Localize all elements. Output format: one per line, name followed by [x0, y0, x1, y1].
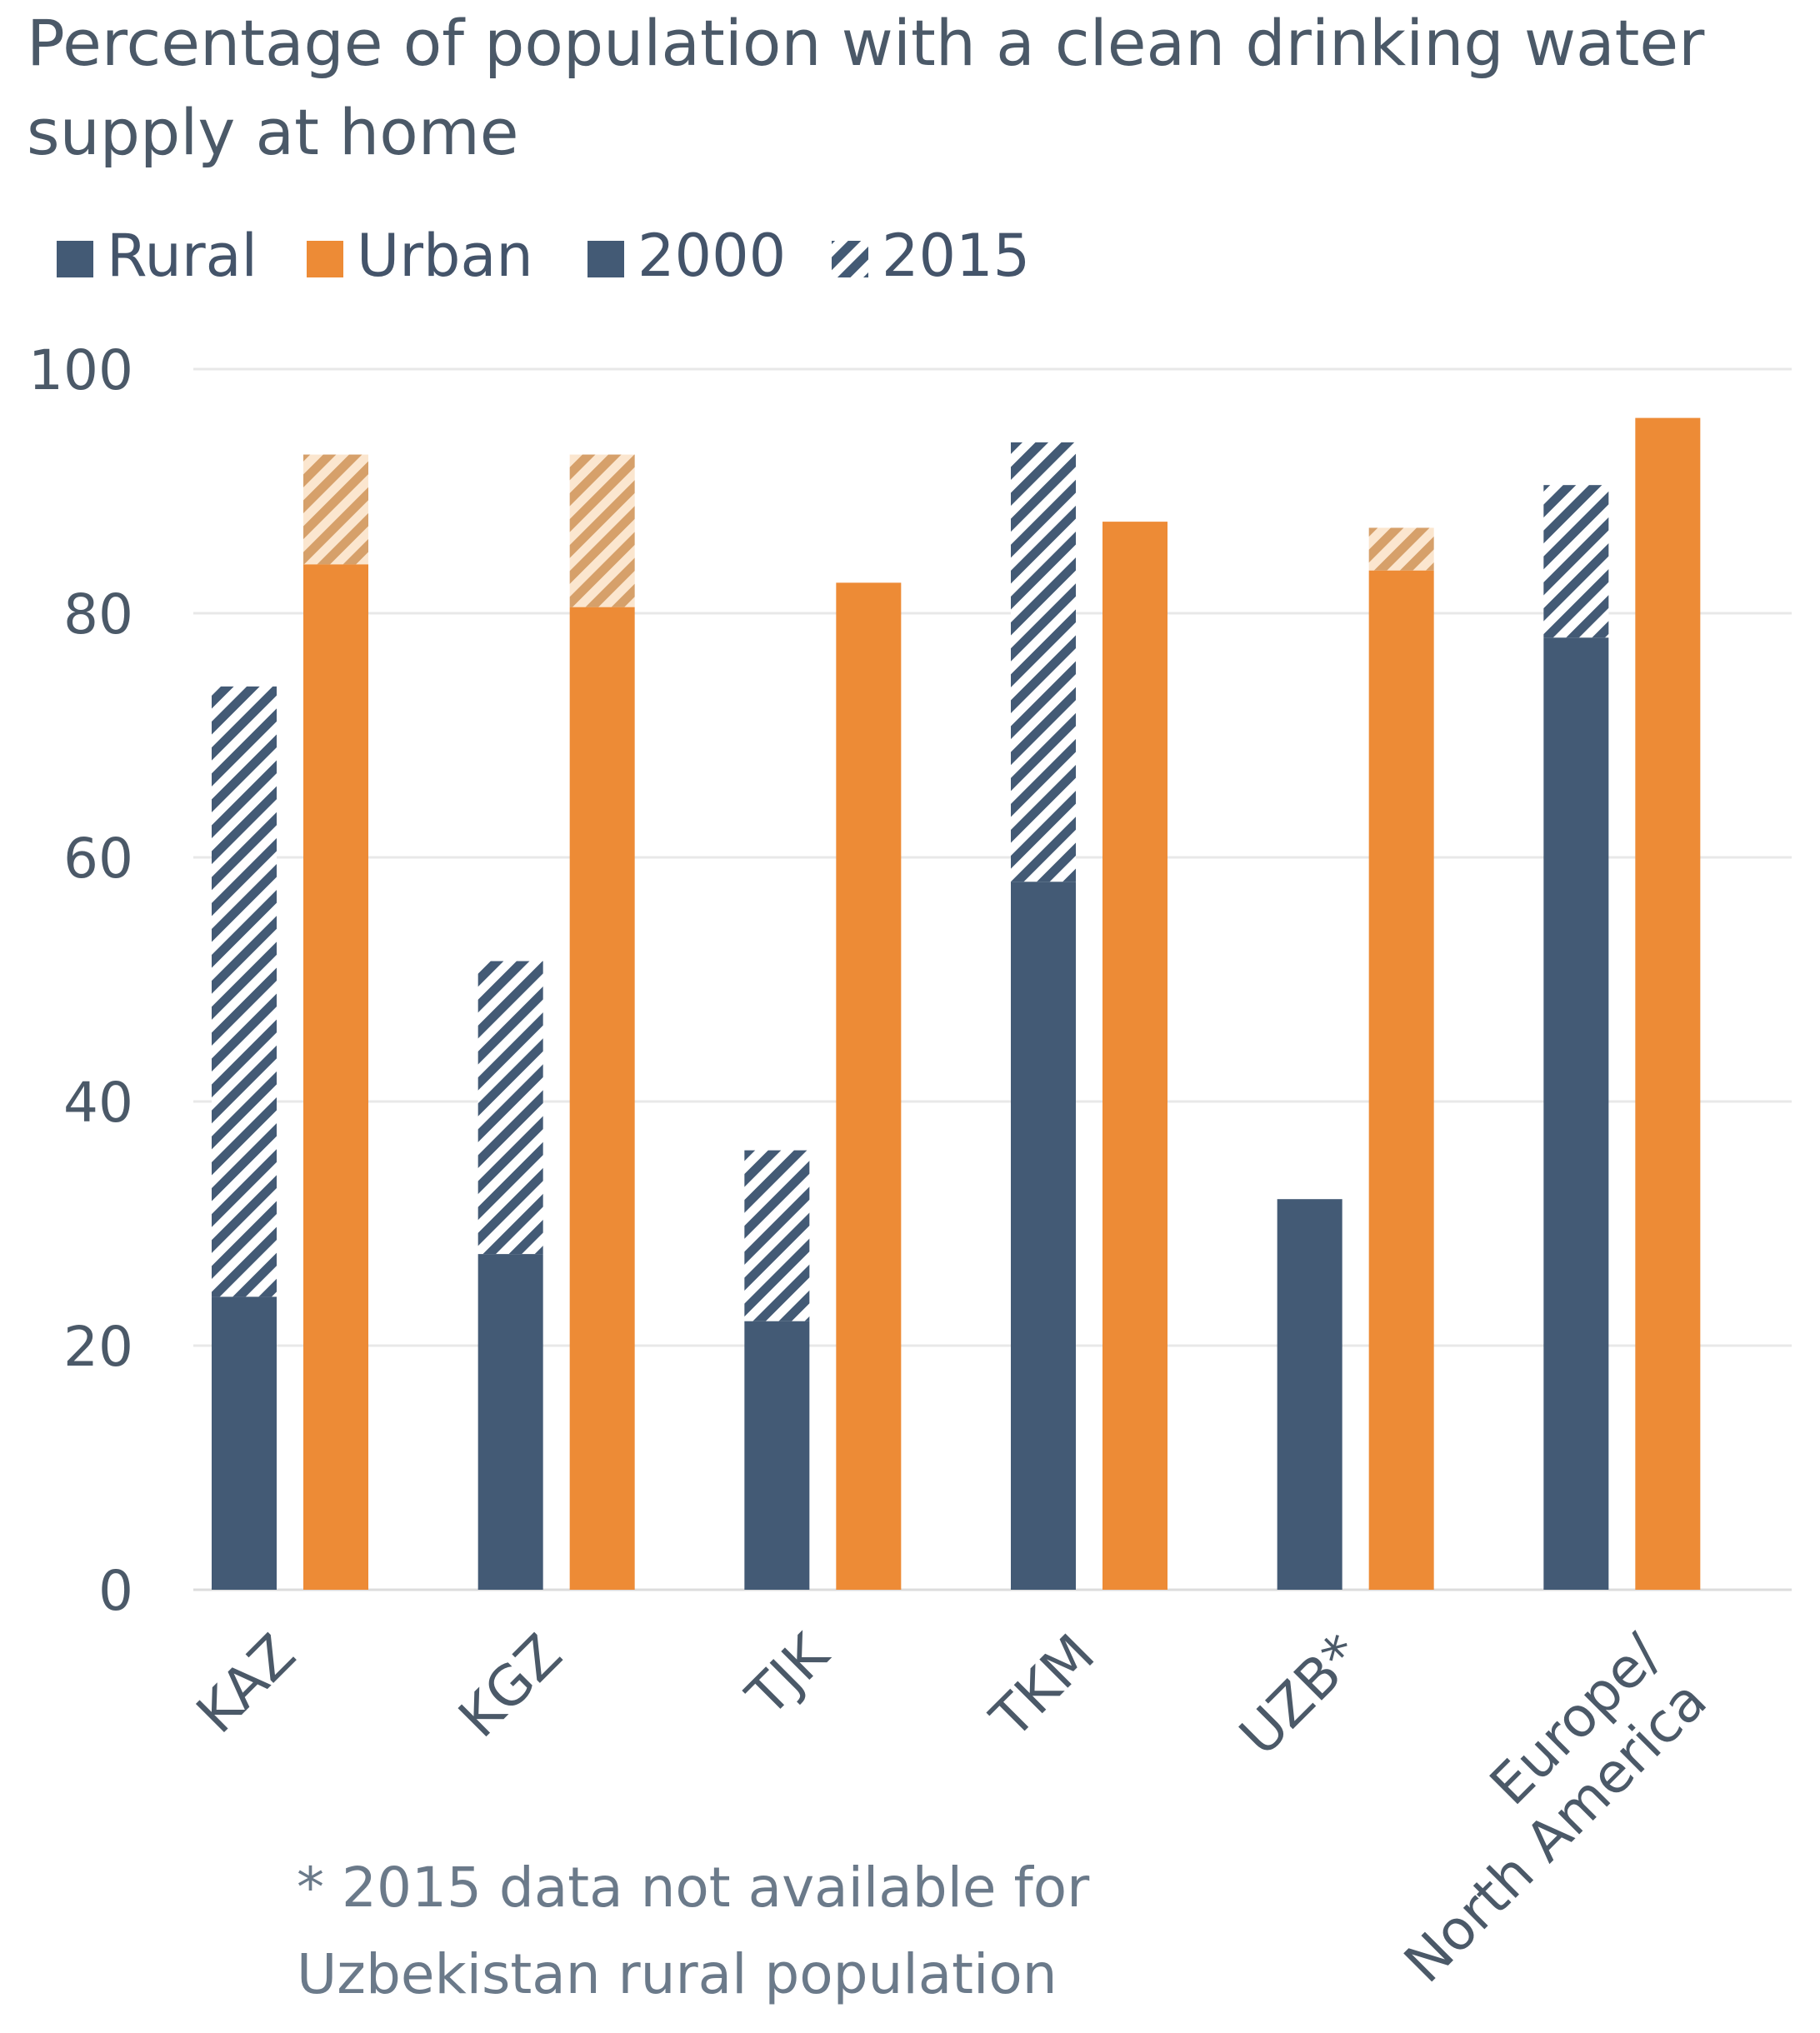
bar-rural-2015-kaz [212, 686, 277, 1297]
bar-urban-2000-tkm [1102, 522, 1168, 1590]
bar-rural-2000-uzb [1277, 1199, 1342, 1590]
legend-label-2015: 2015 [882, 222, 1030, 290]
bar-urban-2015-uzb [1368, 527, 1434, 571]
footnote-line-1: * 2015 data not available for [297, 1856, 1090, 1920]
bar-rural-2015-kgz [478, 961, 543, 1255]
bar-rural-2015-tkm [1011, 442, 1076, 882]
x-axis-labels: KAZ KGZ TJK TKM UZB* Europe/North America [184, 1621, 1719, 1996]
legend-label-2000: 2000 [638, 222, 786, 290]
bar-rural-2015-tjk [744, 1150, 810, 1321]
legend: Rural Urban 2000 2015 [57, 222, 1030, 290]
bar-rural-2000-tjk [744, 1321, 810, 1590]
bar-rural-2000-europe-north-america [1543, 637, 1609, 1590]
bar-urban-2015-kaz [303, 454, 368, 565]
bar-urban-2000-uzb [1368, 570, 1434, 1590]
y-tick-label-80: 80 [63, 582, 133, 647]
x-label-uzb: UZB* [1228, 1622, 1373, 1768]
footnote-line-2: Uzbekistan rural population [297, 1942, 1058, 2006]
legend-label-rural: Rural [107, 222, 258, 290]
y-axis-ticks: 0 20 40 60 80 100 [28, 338, 133, 1623]
y-tick-label-60: 60 [63, 827, 133, 891]
y-tick-label-0: 0 [98, 1559, 133, 1623]
bars [212, 417, 1701, 1591]
bar-rural-2000-kaz [212, 1296, 277, 1590]
bar-urban-2000-kgz [569, 607, 635, 1590]
bar-urban-2000-tjk [836, 582, 902, 1590]
y-tick-label-40: 40 [63, 1071, 133, 1135]
bar-urban-2000-europe-north-america [1635, 417, 1701, 1591]
bar-urban-2000-kaz [303, 564, 368, 1590]
legend-swatch-2015 [832, 241, 868, 277]
legend-swatch-urban [307, 241, 343, 277]
gridlines [193, 367, 1792, 1591]
x-label-europe-north-america: Europe/North America [1346, 1621, 1719, 1995]
y-tick-label-100: 100 [28, 338, 133, 402]
x-label-tkm: TKM [978, 1622, 1108, 1751]
bar-rural-2015-europe-north-america [1543, 485, 1609, 638]
legend-swatch-rural [57, 241, 93, 277]
legend-swatch-2000 [588, 241, 624, 277]
x-label-kaz: KAZ [184, 1622, 308, 1746]
bar-rural-2000-kgz [478, 1254, 543, 1590]
x-label-tjk: TJK [734, 1621, 842, 1729]
chart-title-line-2: supply at home [27, 95, 518, 169]
legend-label-urban: Urban [357, 222, 533, 290]
x-label-kgz: KGZ [447, 1622, 574, 1750]
y-tick-label-20: 20 [63, 1315, 133, 1379]
chart-title-line-1: Percentage of population with a clean dr… [27, 6, 1705, 80]
bar-rural-2000-tkm [1011, 882, 1076, 1590]
bar-urban-2015-kgz [569, 454, 635, 607]
